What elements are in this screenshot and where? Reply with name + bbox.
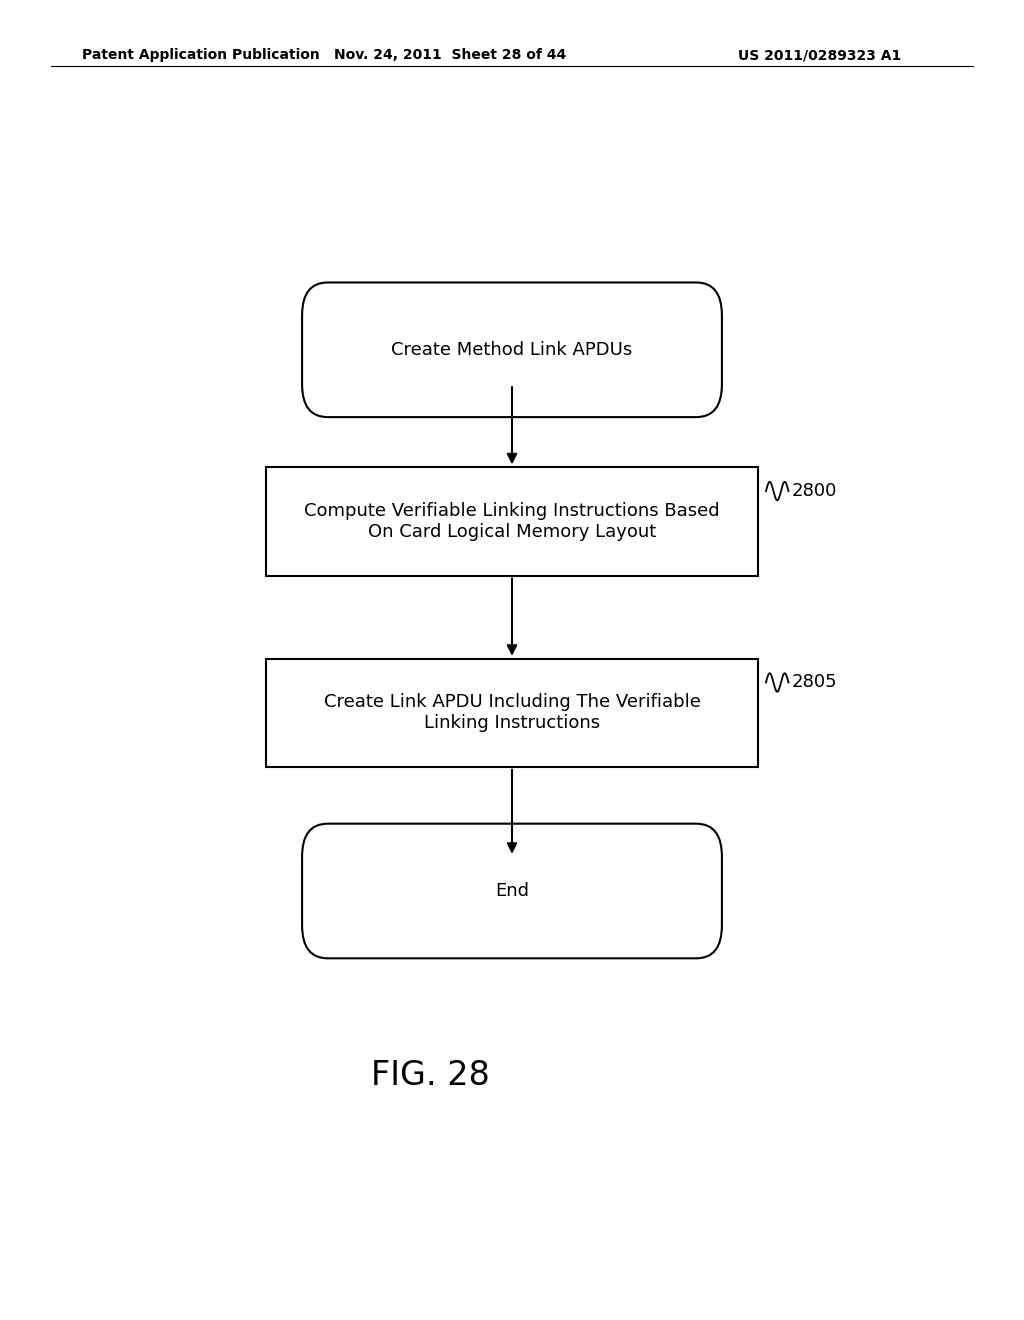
Text: Nov. 24, 2011  Sheet 28 of 44: Nov. 24, 2011 Sheet 28 of 44 bbox=[335, 49, 566, 62]
Bar bbox=[266, 659, 758, 767]
Text: Create Link APDU Including The Verifiable
Linking Instructions: Create Link APDU Including The Verifiabl… bbox=[324, 693, 700, 733]
FancyBboxPatch shape bbox=[302, 282, 722, 417]
Text: 2800: 2800 bbox=[792, 482, 837, 500]
Bar bbox=[266, 467, 758, 576]
Text: US 2011/0289323 A1: US 2011/0289323 A1 bbox=[738, 49, 901, 62]
Text: 2805: 2805 bbox=[792, 673, 838, 692]
Text: Compute Verifiable Linking Instructions Based
On Card Logical Memory Layout: Compute Verifiable Linking Instructions … bbox=[304, 502, 720, 541]
Text: End: End bbox=[495, 882, 529, 900]
FancyBboxPatch shape bbox=[302, 824, 722, 958]
Text: FIG. 28: FIG. 28 bbox=[371, 1059, 489, 1093]
Text: Patent Application Publication: Patent Application Publication bbox=[82, 49, 319, 62]
Text: Create Method Link APDUs: Create Method Link APDUs bbox=[391, 341, 633, 359]
